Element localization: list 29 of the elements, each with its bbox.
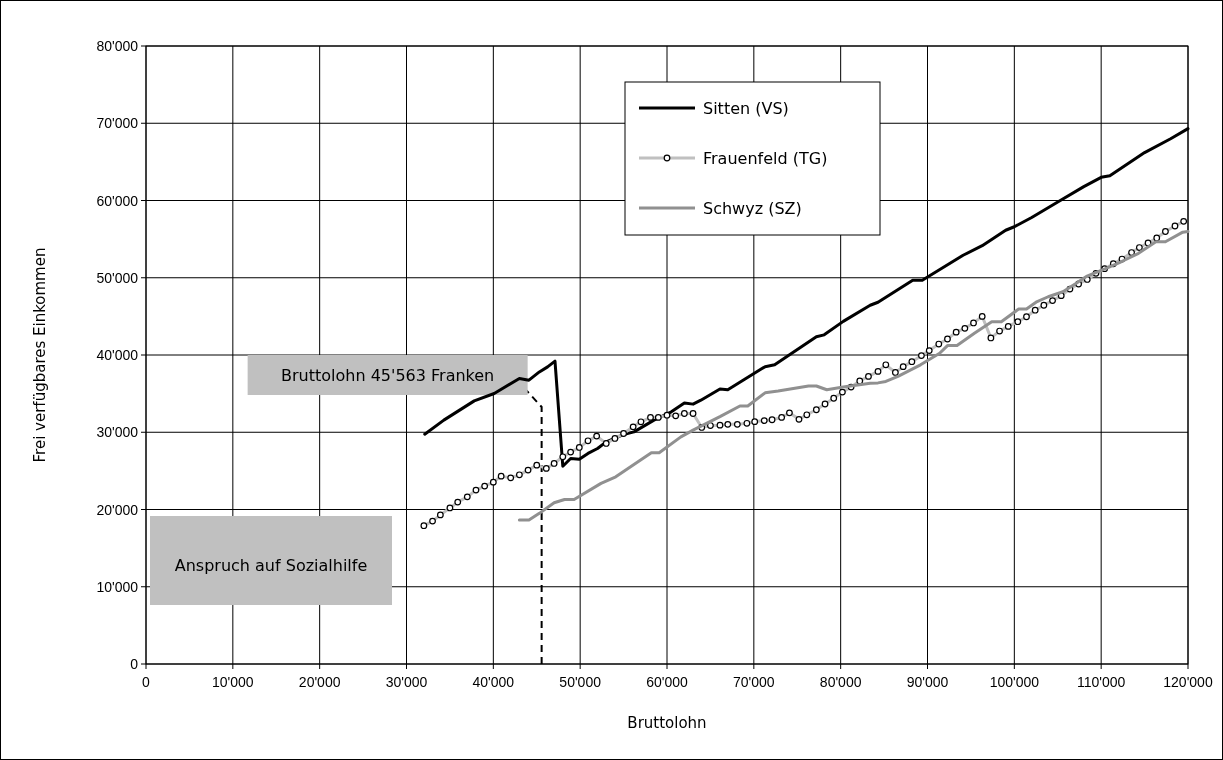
x-axis-title: Bruttolohn <box>627 714 707 732</box>
y-axis-title: Frei verfügbares Einkommen <box>31 247 49 463</box>
x-tick-label: 30'000 <box>385 674 428 690</box>
x-tick-label: 80'000 <box>819 674 862 690</box>
y-tick-label: 70'000 <box>96 115 139 132</box>
legend-label: Frauenfeld (TG) <box>703 149 828 168</box>
x-tick-label: 20'000 <box>298 674 341 690</box>
y-tick-label: 0 <box>130 656 139 672</box>
annotation: Anspruch auf Sozialhilfe <box>174 556 368 575</box>
x-tick-label: 100'000 <box>989 674 1040 690</box>
y-tick-label: 60'000 <box>96 192 139 209</box>
x-tick-label: 10'000 <box>212 674 254 690</box>
x-tick-label: 50'000 <box>559 674 602 690</box>
x-tick-label: 120'000 <box>1163 674 1213 690</box>
legend-label: Schwyz (SZ) <box>703 199 802 218</box>
ref-line-label: Bruttolohn 45'563 Franken <box>281 366 495 385</box>
y-tick-label: 10'000 <box>96 578 139 595</box>
y-tick-label: 30'000 <box>96 424 139 441</box>
x-tick-label: 0 <box>142 674 151 690</box>
x-tick-label: 70'000 <box>733 674 775 690</box>
y-tick-label: 80'000 <box>96 38 139 54</box>
x-tick-label: 40'000 <box>472 674 515 690</box>
y-tick-label: 50'000 <box>96 269 139 286</box>
x-tick-label: 90'000 <box>906 674 949 690</box>
legend-label: Sitten (VS) <box>703 99 789 118</box>
y-tick-label: 40'000 <box>96 347 139 363</box>
x-tick-label: 60'000 <box>646 674 689 690</box>
x-tick-label: 110'000 <box>1076 674 1126 690</box>
y-tick-label: 20'000 <box>96 501 139 518</box>
